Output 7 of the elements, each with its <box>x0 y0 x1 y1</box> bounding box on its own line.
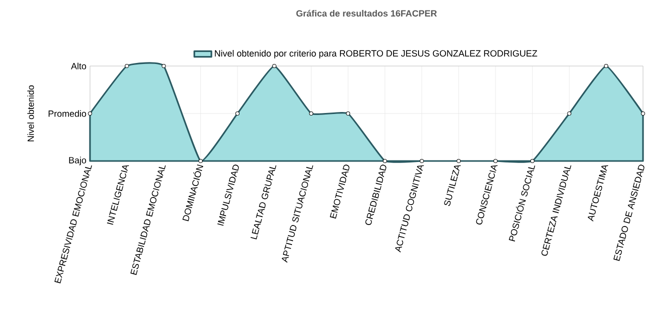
text: Promedio <box>48 110 86 117</box>
text: Alto <box>70 62 86 70</box>
x-tick-label: LEALTAD GRUPAL <box>250 165 276 240</box>
chart-title: Gráfica de resultados 16FACPER <box>296 10 437 17</box>
text: Bajo <box>69 156 86 166</box>
y-axis-title: Nivel obtenido <box>27 85 34 142</box>
legend-label: Nivel obtenido por criterio para ROBERTO DE JESUS GONZALEZ RODRIGUEZ <box>214 50 538 58</box>
